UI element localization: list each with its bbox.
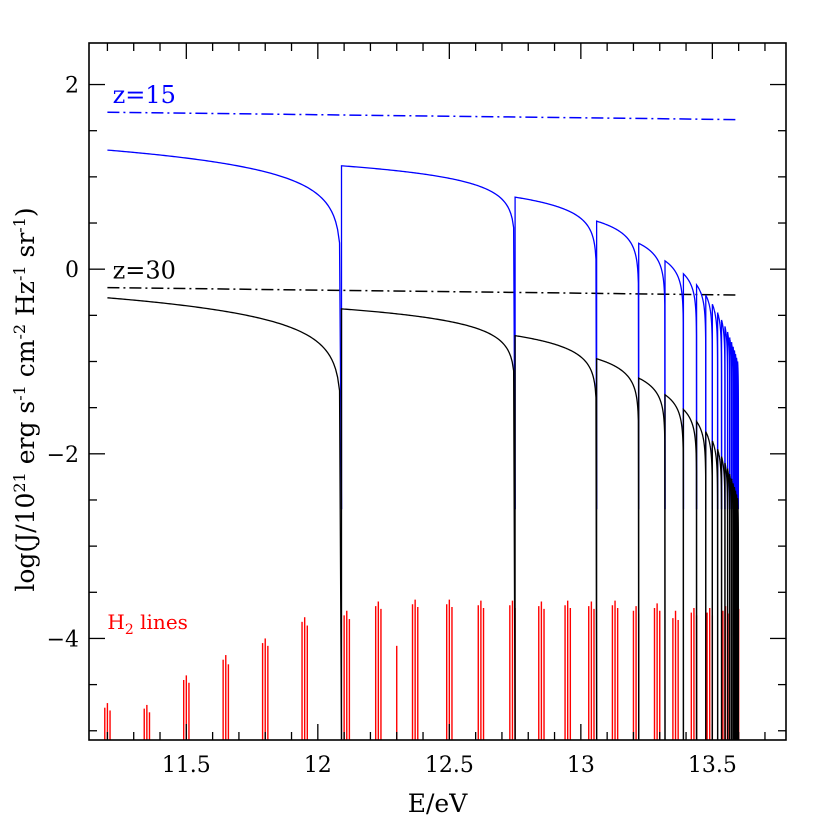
series-segment [638, 242, 666, 510]
series-segment [736, 361, 740, 510]
y-axis-title: log(J/1021 erg s-1 cm-2 Hz-1 sr-1) [10, 207, 40, 591]
axis-ticks [89, 43, 786, 740]
series-segment [514, 334, 598, 741]
series-segment [638, 377, 666, 741]
y-axis-title-part: Hz [11, 281, 40, 324]
x-tick-label: 13.5 [688, 753, 737, 778]
z15-label: z=15 [113, 81, 176, 109]
y-axis-title-part: cm [11, 339, 40, 385]
h2-label-rest: lines [134, 610, 188, 634]
tick-labels: 11.5 12 12.5 13 13.5 −4 −2 0 2 [47, 74, 737, 778]
series-segment [595, 220, 640, 510]
y-axis-title-part: sr [11, 233, 40, 266]
series-segment [716, 312, 723, 510]
y-axis-title-part: ) [11, 207, 40, 217]
z30-label: z=30 [113, 256, 176, 284]
x-tick-label: 12 [304, 753, 332, 778]
y-axis-title-exponent: -2 [10, 324, 29, 340]
series-segment [107, 149, 343, 510]
series-segment [107, 297, 343, 741]
y-axis-title-part: log(J/10 [11, 493, 40, 592]
y-tick-label: −4 [47, 627, 79, 652]
series-segment [682, 407, 698, 741]
x-tick-label: 12.5 [425, 753, 474, 778]
series-segment [705, 431, 713, 741]
y-tick-label: −2 [47, 443, 79, 468]
x-tick-label: 13 [567, 753, 595, 778]
series-segment [595, 357, 640, 741]
h2-lines [104, 599, 740, 740]
x-axis-title: E/eV [408, 789, 468, 818]
series-segment [695, 419, 707, 741]
series-segment [711, 440, 719, 741]
series-segment [664, 259, 685, 510]
series-segment [716, 449, 723, 741]
y-axis-title-exponent: -1 [10, 385, 29, 401]
y-tick-label: 2 [65, 74, 79, 99]
series-segment [514, 196, 598, 510]
y-tick-label: 0 [65, 258, 79, 283]
series-segment [736, 498, 740, 740]
h2-lines-label: H2 lines [107, 610, 188, 638]
h2-label-main: H [107, 610, 124, 634]
y-axis-title-exponent: 21 [10, 472, 29, 492]
series-segment [695, 282, 707, 510]
y-axis-title-exponent: -1 [10, 217, 29, 233]
y-axis-title-exponent: -1 [10, 265, 29, 281]
series-line [107, 286, 739, 296]
y-axis-title-part: erg s [11, 401, 40, 472]
series-segment [705, 294, 713, 510]
series-line [107, 111, 739, 121]
plot-frame [88, 42, 787, 741]
series-segment [664, 393, 685, 741]
series-segment [682, 272, 698, 510]
series-segment [340, 308, 516, 741]
series-lines [107, 111, 740, 741]
h2-label-sub: 2 [125, 622, 134, 638]
series-segment [711, 303, 719, 510]
series-segment [340, 165, 516, 510]
x-tick-label: 11.5 [162, 753, 211, 778]
